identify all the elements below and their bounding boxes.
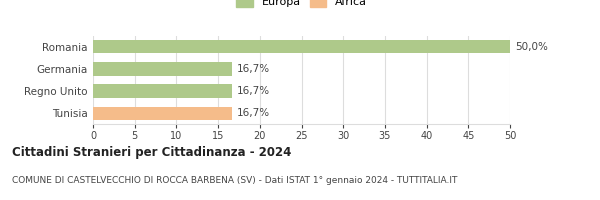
Text: 16,7%: 16,7% xyxy=(237,64,271,74)
Bar xyxy=(93,107,232,120)
Text: 16,7%: 16,7% xyxy=(237,86,271,96)
Bar xyxy=(93,84,232,98)
Text: COMUNE DI CASTELVECCHIO DI ROCCA BARBENA (SV) - Dati ISTAT 1° gennaio 2024 - TUT: COMUNE DI CASTELVECCHIO DI ROCCA BARBENA… xyxy=(12,176,457,185)
Text: 16,7%: 16,7% xyxy=(237,108,271,118)
Text: Cittadini Stranieri per Cittadinanza - 2024: Cittadini Stranieri per Cittadinanza - 2… xyxy=(12,146,292,159)
Bar xyxy=(93,62,232,76)
Text: 50,0%: 50,0% xyxy=(515,42,548,52)
Legend: Europa, Africa: Europa, Africa xyxy=(236,0,367,7)
Bar xyxy=(93,40,510,53)
